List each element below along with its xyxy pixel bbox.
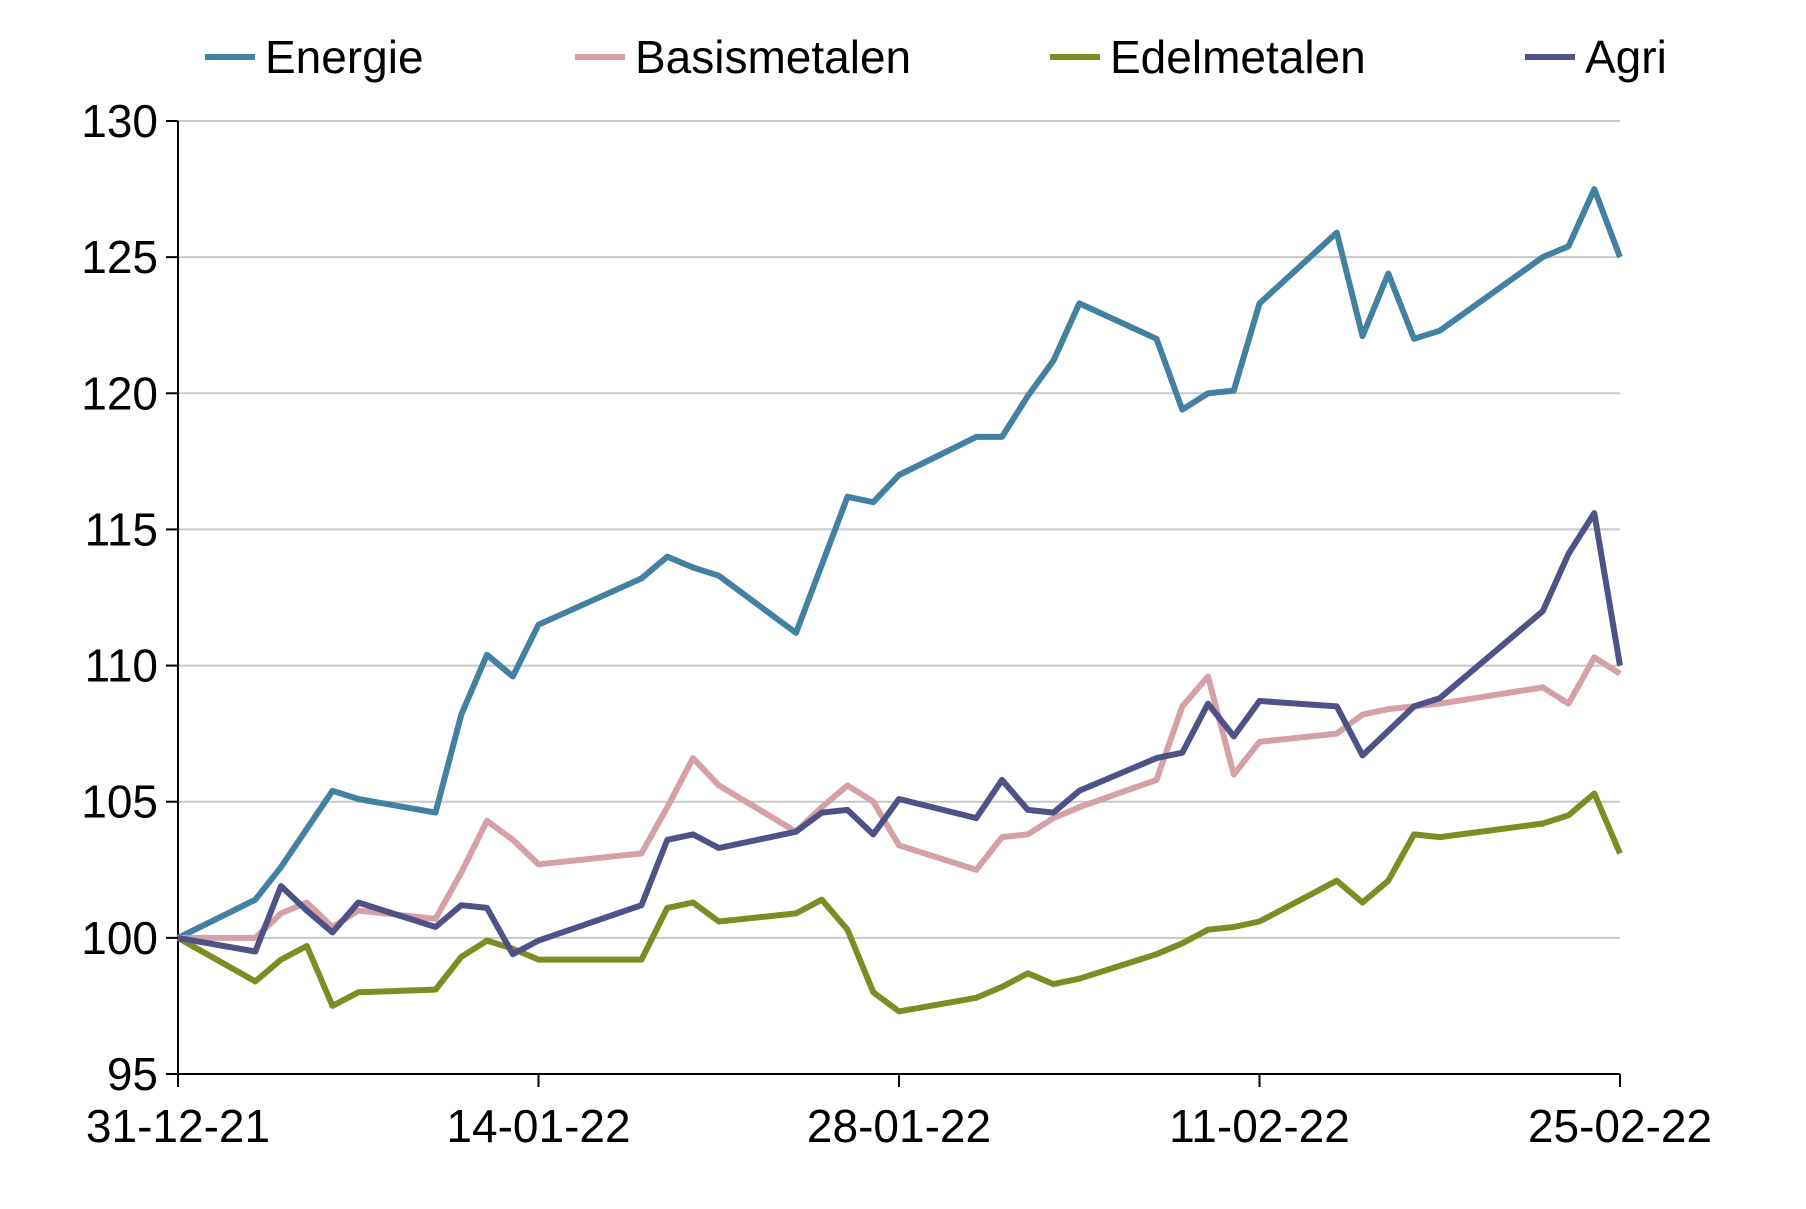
series-lines xyxy=(176,186,1623,1015)
x-tick-label-11-02-22: 11-02-22 xyxy=(1169,1100,1350,1152)
x-tick-label-28-01-22: 28-01-22 xyxy=(807,1100,991,1152)
legend-label-basismetalen: Basismetalen xyxy=(635,31,911,83)
y-tick-label-130: 130 xyxy=(81,95,158,147)
y-tick-label-110: 110 xyxy=(85,640,158,692)
legend-label-edelmetalen: Edelmetalen xyxy=(1110,31,1366,83)
y-tick-label-100: 100 xyxy=(81,912,158,964)
y-tick-label-120: 120 xyxy=(81,367,158,419)
series-line-agri xyxy=(177,510,1623,958)
legend: Energie Basismetalen Edelmetalen Agri xyxy=(205,31,1667,83)
y-tick-label-125: 125 xyxy=(81,231,158,283)
series-line-edelmetalen xyxy=(176,790,1623,1015)
gridlines xyxy=(178,120,1620,939)
series-line-energie xyxy=(176,186,1623,941)
x-tick-labels: 31-12-21 14-01-22 28-01-22 11-02-22 25-02-22 xyxy=(86,1100,1712,1152)
y-tick-label-115: 115 xyxy=(85,503,158,555)
series-line-basismetalen xyxy=(178,654,1622,941)
legend-label-agri: Agri xyxy=(1585,31,1667,83)
y-tick-label-95: 95 xyxy=(107,1048,158,1100)
x-tick-label-31-12-21: 31-12-21 xyxy=(86,1100,270,1152)
x-tick-label-14-01-22: 14-01-22 xyxy=(446,1100,630,1152)
x-tick-label-25-02-22: 25-02-22 xyxy=(1528,1100,1712,1152)
legend-label-energie: Energie xyxy=(265,31,424,83)
axes xyxy=(166,120,1621,1087)
y-tick-labels: 95 100 105 110 115 120 125 130 xyxy=(81,95,158,1100)
y-tick-label-105: 105 xyxy=(81,776,158,828)
